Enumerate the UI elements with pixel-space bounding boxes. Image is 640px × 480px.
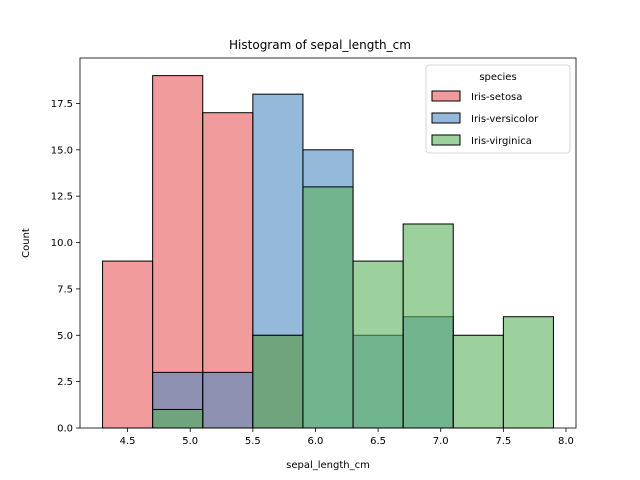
y-tick-label: 5.0 <box>57 331 73 342</box>
legend-box <box>425 64 571 154</box>
y-tick-label: 2.5 <box>57 377 73 388</box>
legend: species Iris-setosa Iris-versicolor Iris-v… <box>425 64 571 154</box>
bar-iris-virginica-bin-7 <box>452 334 504 429</box>
x-tick-label: 6.5 <box>370 436 386 447</box>
y-tick-label: 12.5 <box>51 192 73 203</box>
bars-layer <box>102 75 554 429</box>
y-axis-ticks: 0.0 2.5 5.0 7.5 10.0 12.5 15.0 17.5 <box>51 99 80 435</box>
x-tick-label: 6.0 <box>308 436 324 447</box>
legend-items: Iris-setosa Iris-versicolor Iris-virginica <box>431 90 539 147</box>
x-tick-label: 7.5 <box>495 436 511 447</box>
legend-title: species <box>479 72 516 83</box>
y-axis-label: Count <box>21 228 32 258</box>
bar-iris-virginica-bin-1 <box>152 408 204 429</box>
y-tick-label: 15.0 <box>51 145 73 156</box>
x-tick-label: 5.0 <box>182 436 198 447</box>
legend-label: Iris-virginica <box>471 136 532 147</box>
y-tick-label: 0.0 <box>57 424 73 435</box>
bar-iris-virginica-bin-4 <box>302 186 354 429</box>
bar-iris-versicolor-bin-2 <box>202 371 254 429</box>
x-tick-label: 8.0 <box>558 436 574 447</box>
legend-swatch <box>431 112 461 124</box>
bar-iris-virginica-bin-6 <box>402 223 454 429</box>
bar-iris-setosa-bin-1 <box>152 75 204 429</box>
y-tick-label: 17.5 <box>51 99 73 110</box>
x-axis-label: sepal_length_cm <box>286 460 370 471</box>
y-tick-label: 10.0 <box>51 238 73 249</box>
y-tick-label: 7.5 <box>57 284 73 295</box>
chart-title: Histogram of sepal_length_cm <box>229 38 411 52</box>
plot-frame <box>79 57 577 429</box>
legend-label: Iris-versicolor <box>471 114 539 125</box>
x-tick-label: 4.5 <box>120 436 136 447</box>
legend-label: Iris-setosa <box>471 92 522 103</box>
x-tick-label: 7.0 <box>433 436 449 447</box>
x-axis-ticks: 4.5 5.0 5.5 6.0 6.5 7.0 7.5 8.0 <box>120 428 574 447</box>
x-tick-label: 5.5 <box>245 436 261 447</box>
legend-swatch <box>431 90 461 102</box>
bar-iris-virginica-bin-3 <box>252 334 304 429</box>
bar-iris-virginica-bin-5 <box>352 260 404 429</box>
bar-iris-setosa-bin-0 <box>102 260 154 429</box>
legend-swatch <box>431 134 461 146</box>
bar-iris-virginica-bin-8 <box>502 316 554 429</box>
